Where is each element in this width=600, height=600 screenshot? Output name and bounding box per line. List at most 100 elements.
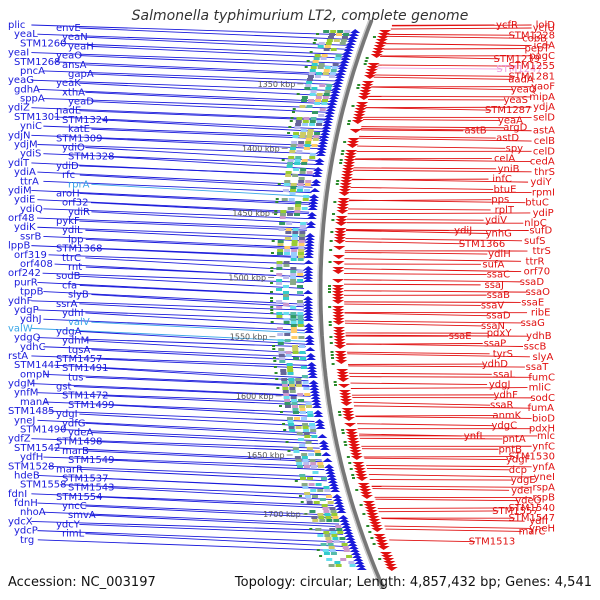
forward-gene-arrow (304, 329, 315, 333)
reverse-gene-arrow (338, 390, 351, 394)
reverse-gene-arrow (350, 456, 363, 460)
forward-gene-arrow (344, 533, 355, 537)
composition-band (302, 426, 309, 429)
forward-label-line (79, 303, 305, 316)
forward-gene-arrow (329, 485, 340, 489)
gc-marker (339, 162, 343, 164)
gc-marker (328, 291, 332, 293)
forward-gene-arrow (304, 245, 315, 249)
forward-label-line (31, 245, 306, 258)
composition-band (321, 504, 328, 507)
composition-band (277, 333, 284, 336)
forward-label-line (79, 413, 316, 427)
right-gene-label: thrS (534, 167, 555, 178)
gc-marker (368, 531, 372, 533)
composition-band (299, 474, 306, 477)
ruler-tick-label: 1550 kbp (230, 333, 268, 342)
composition-band (288, 156, 295, 159)
forward-gene-arrow (303, 260, 314, 264)
reverse-gene-arrow (333, 342, 346, 346)
reverse-gene-arrow (339, 396, 352, 400)
forward-gene-arrow (311, 398, 322, 402)
reverse-gene-arrow (344, 423, 357, 427)
composition-band (310, 90, 317, 93)
reverse-label-line (359, 135, 496, 139)
left-gene-label: marR (56, 464, 83, 475)
reverse-gene-arrow (332, 318, 345, 322)
ruler-tick-label: 1500 kbp (228, 273, 266, 282)
forward-label-line (85, 450, 323, 463)
right-gene-label: ydiY (530, 177, 552, 188)
composition-band (296, 189, 303, 192)
forward-gene-arrow (324, 110, 335, 114)
composition-band (317, 45, 324, 48)
gc-marker (333, 201, 337, 203)
gc-marker (270, 312, 274, 314)
composition-band (306, 135, 313, 138)
forward-label-line (42, 272, 305, 283)
right-gene-label: ribE (531, 308, 551, 319)
forward-gene-arrow (311, 404, 322, 408)
forward-label-line (31, 190, 311, 204)
reverse-gene-arrow (372, 48, 385, 52)
forward-gene-arrow (338, 515, 349, 519)
reverse-label-line (348, 208, 491, 211)
composition-band (330, 531, 337, 534)
composition-band (323, 552, 330, 555)
reverse-gene-arrow (342, 165, 355, 169)
composition-band (292, 231, 299, 234)
gc-marker (270, 267, 274, 269)
left-gene-label: lppB (8, 241, 30, 252)
composition-band (300, 168, 307, 171)
reverse-gene-arrow (342, 417, 355, 421)
composition-band (289, 147, 296, 150)
forward-label-line (54, 364, 309, 379)
composition-band (297, 186, 304, 189)
composition-band (340, 39, 347, 42)
right-gene-label: yaoF (531, 82, 555, 93)
forward-label-line (85, 422, 317, 437)
composition-band (330, 552, 337, 555)
right-gene-label: STM1287 (485, 105, 532, 116)
gc-marker (328, 261, 332, 263)
reverse-gene-arrow (373, 534, 386, 538)
composition-band (279, 357, 286, 360)
reverse-gene-arrow (346, 435, 359, 439)
right-gene-label: ydhD (482, 359, 509, 370)
composition-band (276, 315, 283, 318)
forward-gene-arrow (323, 464, 334, 468)
right-gene-label: STM1228 (508, 30, 555, 41)
gc-marker (363, 63, 367, 65)
right-gene-label: ydeI (511, 485, 532, 496)
right-gene-label: astA (533, 126, 555, 137)
gc-marker (356, 87, 360, 89)
reverse-label-line (353, 401, 491, 406)
gc-marker (331, 357, 335, 359)
reverse-gene-arrow (332, 267, 345, 271)
forward-label-line (37, 144, 318, 155)
composition-band (313, 57, 320, 60)
composition-band (291, 249, 298, 252)
forward-gene-arrow (340, 521, 351, 525)
forward-label-line (31, 24, 352, 36)
gc-marker (272, 345, 276, 347)
forward-gene-arrow (313, 167, 324, 171)
composition-band (327, 501, 334, 504)
reverse-gene-arrow (367, 516, 380, 520)
reverse-label-line (358, 137, 532, 142)
right-gene-label: ynfC (532, 441, 555, 452)
gc-marker (270, 297, 274, 299)
composition-band (300, 477, 307, 480)
forward-label-line (43, 208, 309, 220)
forward-gene-arrow (332, 83, 343, 87)
forward-label-line (37, 502, 337, 516)
right-gene-label: orf70 (524, 267, 550, 278)
reverse-gene-arrow (370, 525, 383, 529)
left-gene-label: ydiR (68, 207, 90, 218)
composition-band (335, 564, 342, 567)
composition-band (341, 36, 348, 39)
composition-band (306, 411, 313, 414)
reverse-gene-arrow (347, 141, 360, 145)
forward-gene-arrow (303, 266, 314, 270)
composition-band (315, 453, 322, 456)
